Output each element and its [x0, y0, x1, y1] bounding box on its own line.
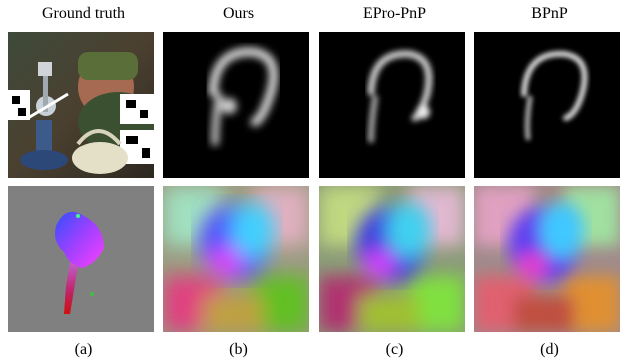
heatmap-epro-pnp — [319, 32, 465, 178]
coordinate-map-bpnp — [474, 186, 620, 332]
column-header-bpnp: BPnP — [531, 5, 568, 22]
coordinate-map-epro-pnp — [319, 186, 465, 332]
heatmap-bpnp — [474, 32, 620, 178]
column-header-epro-pnp: EPro-PnP — [362, 5, 427, 22]
heatmap-ours — [163, 32, 309, 178]
caption-d: (d) — [540, 341, 559, 358]
caption-a: (a) — [74, 341, 93, 358]
caption-b: (b) — [229, 341, 248, 358]
gt-coordinate-map — [8, 186, 154, 332]
caption-c: (c) — [385, 341, 404, 358]
column-header-ground-truth: Ground truth — [41, 5, 126, 22]
photo-of-scene — [8, 32, 154, 178]
coordinate-map-ours — [163, 186, 309, 332]
column-header-ours: Ours — [222, 5, 255, 22]
